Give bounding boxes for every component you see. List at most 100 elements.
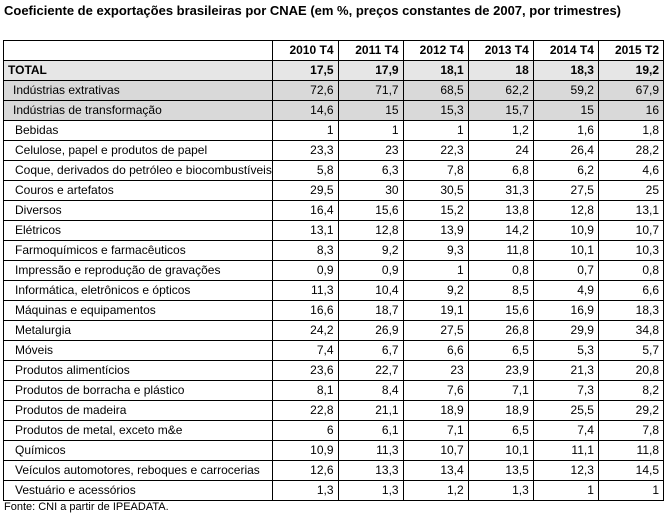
table-cell: 9,3 xyxy=(402,240,469,261)
table-cell: 25,5 xyxy=(532,400,599,421)
table-row: Farmoquímicos e farmacêuticos 8,3 9,2 9,3 11… xyxy=(2,240,665,261)
row-label: Produtos alimentícios xyxy=(2,360,274,381)
table-cell: 21,3 xyxy=(532,360,599,381)
table-row: Móveis 7,4 6,7 6,6 6,5 5,3 5,7 xyxy=(2,340,665,361)
table-cell: 1,3 xyxy=(272,480,339,501)
table-row: Produtos de metal, exceto m&e 6 6,1 7,1 6,5 7… xyxy=(2,420,665,441)
table-cell: 8,1 xyxy=(272,380,339,401)
table-cell: 10,9 xyxy=(532,220,599,241)
table-cell: 7,8 xyxy=(402,160,469,181)
row-label: Vestuário e acessórios xyxy=(2,480,274,501)
table-cell: 28,2 xyxy=(597,140,665,161)
row-label: Couros e artefatos xyxy=(2,180,274,201)
table-cell: 12,3 xyxy=(532,460,599,481)
table-cell: 23 xyxy=(402,360,469,381)
table-cell: 68,5 xyxy=(402,80,469,101)
table-row: Diversos 16,4 15,6 15,2 13,8 12,8 13,1 xyxy=(2,200,665,221)
table-cell: 12,8 xyxy=(532,200,599,221)
row-label: Impressão e reprodução de gravações xyxy=(2,260,274,281)
table-cell: 7,4 xyxy=(272,340,339,361)
row-label: Veículos automotores, reboques e carroce… xyxy=(2,460,274,481)
table-cell: 6,5 xyxy=(467,420,534,441)
table-cell: 13,4 xyxy=(402,460,469,481)
table-cell: 18,9 xyxy=(467,400,534,421)
row-label: Produtos de madeira xyxy=(2,400,274,421)
table-cell: 15,2 xyxy=(402,200,469,221)
table-cell: 6,7 xyxy=(337,340,404,361)
row-label: Indústrias de transformação xyxy=(2,100,274,121)
row-label: Coque, derivados do petróleo e biocombus… xyxy=(2,160,274,181)
table-cell: 18 xyxy=(467,60,534,81)
row-label: Metalurgia xyxy=(2,320,274,341)
table-cell: 13,9 xyxy=(402,220,469,241)
table-cell: 7,1 xyxy=(402,420,469,441)
table-cell: 29,9 xyxy=(532,320,599,341)
table-cell: 8,2 xyxy=(597,380,665,401)
table-cell: 23,9 xyxy=(467,360,534,381)
table-cell: 11,8 xyxy=(467,240,534,261)
table-cell: 19,1 xyxy=(402,300,469,321)
table-cell: 1 xyxy=(402,120,469,141)
table-cell: 7,4 xyxy=(532,420,599,441)
table-cell: 22,3 xyxy=(402,140,469,161)
table-cell: 18,7 xyxy=(337,300,404,321)
table-cell: 15,6 xyxy=(337,200,404,221)
table-cell: 6,1 xyxy=(337,420,404,441)
table-cell: 0,9 xyxy=(337,260,404,281)
table-cell: 8,3 xyxy=(272,240,339,261)
table-cell: 14,6 xyxy=(272,100,339,121)
table-row: Bebidas 1 1 1 1,2 1,6 1,8 xyxy=(2,120,665,141)
table-row: Informática, eletrônicos e ópticos 11,3 10… xyxy=(2,280,665,301)
table-cell: 27,5 xyxy=(532,180,599,201)
table-cell: 17,9 xyxy=(337,60,404,81)
table-cell: 6,6 xyxy=(597,280,665,301)
table-cell: 18,3 xyxy=(597,300,665,321)
export-coefficient-table: 2010 T4 2011 T4 2012 T4 2013 T4 2014 T4 … xyxy=(2,40,665,501)
table-row: Metalurgia 24,2 26,9 27,5 26,8 29,9 34,8 xyxy=(2,320,665,341)
column-header: 2013 T4 xyxy=(467,40,534,61)
header-row: 2010 T4 2011 T4 2012 T4 2013 T4 2014 T4 … xyxy=(2,40,665,61)
table-cell: 31,3 xyxy=(467,180,534,201)
table-cell: 10,4 xyxy=(337,280,404,301)
row-label: Diversos xyxy=(2,200,274,221)
table-row: Elétricos 13,1 12,8 13,9 14,2 10,9 10,7 xyxy=(2,220,665,241)
table-cell: 6,2 xyxy=(532,160,599,181)
table-cell: 1 xyxy=(532,480,599,501)
table-cell: 22,7 xyxy=(337,360,404,381)
table-cell: 15,3 xyxy=(402,100,469,121)
table-row: Coque, derivados do petróleo e biocombus… xyxy=(2,160,665,181)
table-cell: 0,7 xyxy=(532,260,599,281)
table-cell: 0,9 xyxy=(272,260,339,281)
table-cell: 67,9 xyxy=(597,80,665,101)
table-row: Químicos 10,9 11,3 10,7 10,1 11,1 11,8 xyxy=(2,440,665,461)
table-cell: 29,5 xyxy=(272,180,339,201)
table-cell: 16,9 xyxy=(532,300,599,321)
table-cell: 29,2 xyxy=(597,400,665,421)
table-row: Celulose, papel e produtos de papel 23,3 2… xyxy=(2,140,665,161)
table-cell: 13,5 xyxy=(467,460,534,481)
table-cell: 15 xyxy=(532,100,599,121)
table-cell: 23,6 xyxy=(272,360,339,381)
table-cell: 1,2 xyxy=(467,120,534,141)
column-header: 2014 T4 xyxy=(532,40,599,61)
table-cell: 30 xyxy=(337,180,404,201)
row-label: Produtos de borracha e plástico xyxy=(2,380,274,401)
table-row: Máquinas e equipamentos 16,6 18,7 19,1 15,6 1… xyxy=(2,300,665,321)
table-cell: 13,3 xyxy=(337,460,404,481)
table-cell: 13,8 xyxy=(467,200,534,221)
table-row: Impressão e reprodução de gravações 0,9 0,… xyxy=(2,260,665,281)
table-cell: 19,2 xyxy=(597,60,665,81)
table-cell: 26,9 xyxy=(337,320,404,341)
row-label: Produtos de metal, exceto m&e xyxy=(2,420,274,441)
table-cell: 5,3 xyxy=(532,340,599,361)
table-cell: 6,8 xyxy=(467,160,534,181)
table-cell: 1 xyxy=(272,120,339,141)
table-cell: 15,6 xyxy=(467,300,534,321)
row-label: Máquinas e equipamentos xyxy=(2,300,274,321)
table-cell: 1 xyxy=(402,260,469,281)
table-cell: 12,8 xyxy=(337,220,404,241)
table-cell: 1,2 xyxy=(402,480,469,501)
table-cell: 1,6 xyxy=(532,120,599,141)
table-cell: 1,3 xyxy=(467,480,534,501)
table-row: Vestuário e acessórios 1,3 1,3 1,2 1,3 1 1 xyxy=(2,480,665,501)
